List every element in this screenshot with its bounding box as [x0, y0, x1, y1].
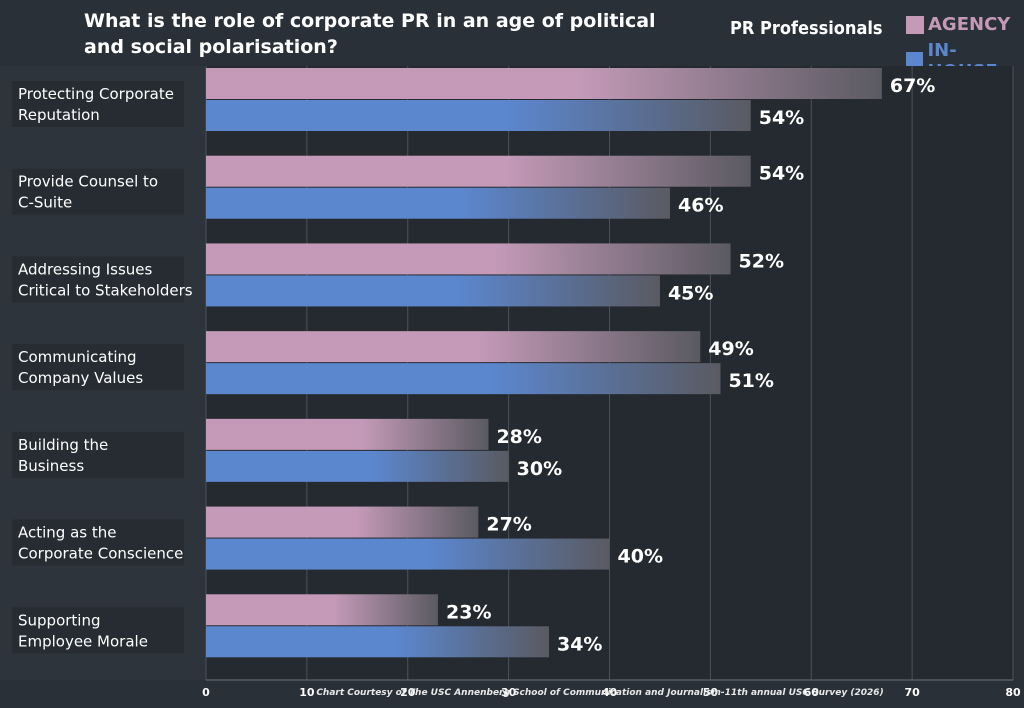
- chart-footer: Chart Courtesy of The USC Annenberg Scho…: [316, 688, 884, 698]
- bar-in-house: [206, 450, 509, 482]
- data-label: 46%: [678, 195, 723, 217]
- bar-agency: [206, 506, 479, 538]
- bar-agency: [206, 418, 489, 450]
- legend-item-agency: AGENCY: [906, 14, 1010, 35]
- x-tick-label: 50: [703, 686, 719, 699]
- x-tick-label: 20: [400, 686, 416, 699]
- bar-agency: [206, 155, 751, 187]
- data-label: 51%: [728, 370, 773, 392]
- x-tick-label: 40: [602, 686, 618, 699]
- category-label: Acting as the Corporate Conscience: [18, 524, 183, 563]
- category-label-box: [12, 431, 184, 478]
- category-label-box: [12, 256, 184, 303]
- data-label: 23%: [446, 601, 491, 623]
- category-label-box: [12, 519, 184, 566]
- bar-in-house: [206, 626, 549, 658]
- category-label-box: [12, 168, 184, 215]
- data-label: 27%: [486, 514, 531, 536]
- category-label-box: [12, 344, 184, 391]
- x-tick-label: 80: [1005, 686, 1021, 699]
- bar-in-house: [206, 187, 671, 219]
- x-tick-label: 60: [804, 686, 820, 699]
- data-label: 28%: [496, 426, 541, 448]
- bar-in-house: [206, 100, 751, 131]
- category-label: Communicating Company Values: [18, 348, 143, 387]
- legend-heading: PR Professionals: [730, 18, 883, 39]
- data-label: 49%: [708, 338, 753, 360]
- bar-agency: [206, 243, 731, 275]
- data-label: 40%: [618, 546, 663, 568]
- data-label: 52%: [739, 250, 784, 272]
- x-tick-label: 70: [904, 686, 920, 699]
- category-label: Protecting Corporate Reputation: [18, 85, 174, 124]
- x-tick-label: 0: [202, 686, 210, 699]
- bar-agency: [206, 68, 882, 99]
- data-label: 54%: [759, 163, 804, 185]
- data-label: 34%: [557, 633, 602, 655]
- x-tick-label: 10: [299, 686, 315, 699]
- bar-agency: [206, 331, 701, 363]
- bar-agency: [206, 594, 439, 626]
- chart-title: What is the role of corporate PR in an a…: [84, 10, 656, 58]
- bar-in-house: [206, 363, 721, 395]
- bar-in-house: [206, 538, 610, 570]
- data-label: 67%: [890, 75, 935, 97]
- category-label-box: [12, 81, 184, 127]
- legend-swatch-agency: [906, 15, 924, 34]
- data-label: 30%: [517, 458, 562, 480]
- x-tick-label: 30: [501, 686, 517, 699]
- data-label: 45%: [668, 282, 713, 304]
- category-label: Building the Business: [18, 436, 108, 475]
- legend-swatch-in-house: [906, 52, 924, 70]
- category-label: Supporting Employee Morale: [18, 611, 148, 650]
- bar-in-house: [206, 275, 660, 307]
- category-label-box: [12, 607, 184, 654]
- category-label: Addressing Issues Critical to Stakeholder…: [18, 260, 193, 299]
- category-label: Provide Counsel to C-Suite: [18, 173, 158, 212]
- data-label: 54%: [759, 107, 804, 129]
- legend-label-agency: AGENCY: [928, 14, 1011, 35]
